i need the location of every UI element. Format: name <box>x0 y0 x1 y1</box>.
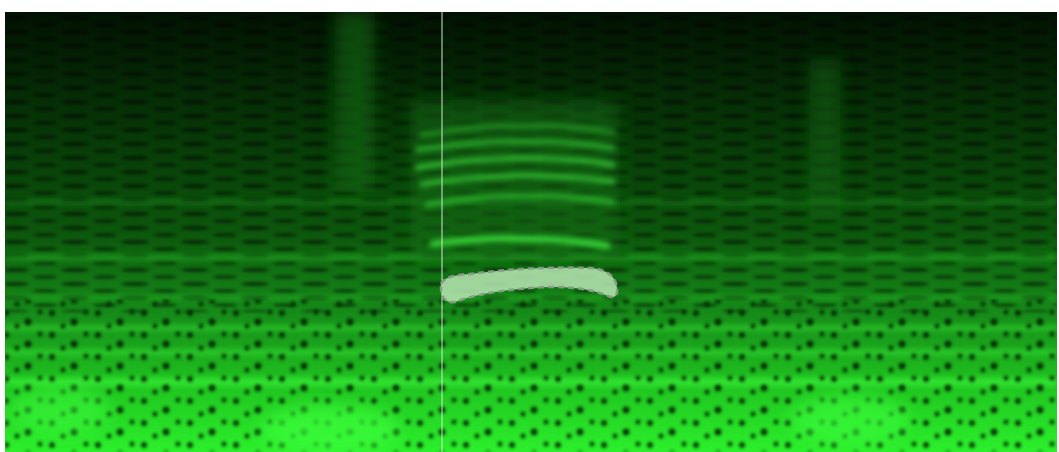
selection-region[interactable] <box>439 266 619 304</box>
harmonic-arcs <box>414 123 616 249</box>
spectrogram <box>5 12 1057 452</box>
bright-patches <box>10 385 910 452</box>
